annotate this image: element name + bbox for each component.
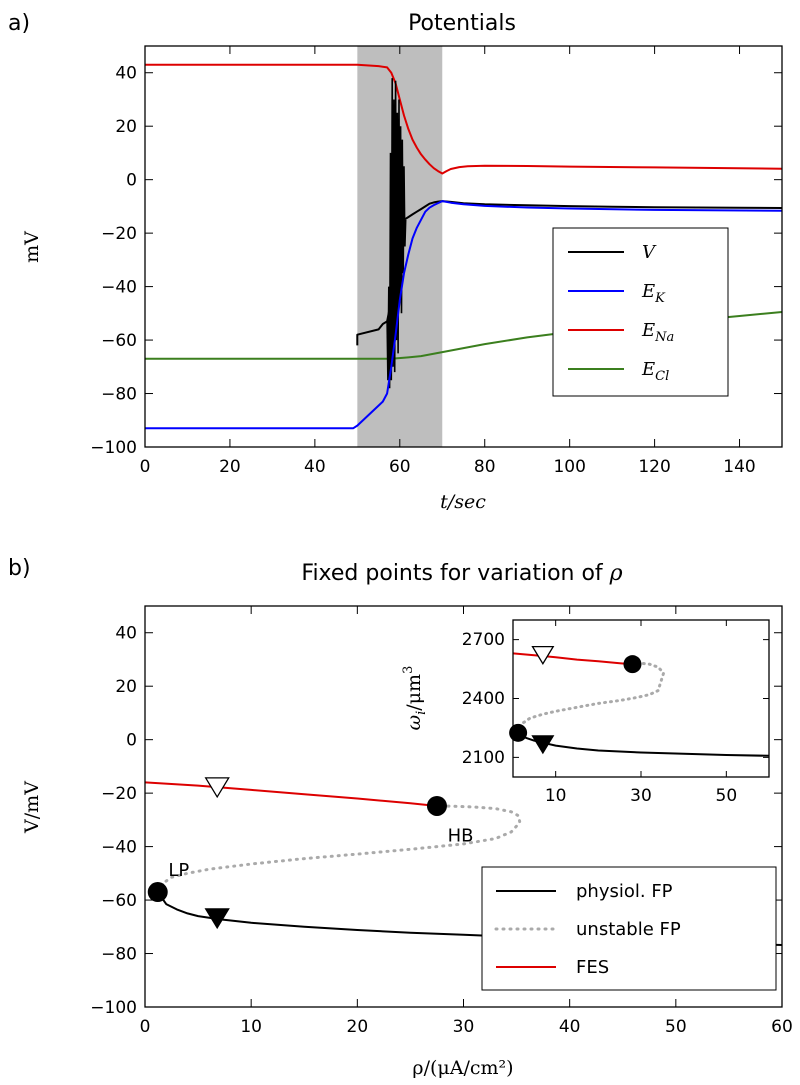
annotation-lp: LP — [168, 860, 189, 881]
panel-a-label: a) — [8, 11, 30, 36]
panel-b-xtick-label: 0 — [140, 1017, 151, 1037]
inset-background — [513, 620, 769, 777]
inset-circle-marker — [509, 723, 528, 742]
legend-fes-label: FES — [576, 957, 609, 978]
panel-b-annotations: LP HB — [168, 825, 473, 881]
legend-ecl-label: ECl — [641, 359, 669, 384]
panel-b-xtick-label: 10 — [240, 1017, 262, 1037]
inset-ticks: 10 30 50 2100 2400 2700 — [462, 620, 769, 806]
inset-plot: 10 30 50 2100 2400 2700 ωi/μm3 — [401, 619, 770, 806]
annotation-hb: HB — [448, 825, 474, 846]
panel-b-title-symbol: ρ — [609, 561, 623, 586]
inset-series — [513, 652, 769, 757]
panel-b-open-triangle-marker — [204, 777, 230, 799]
legend-physiol-fp-label: physiol. FP — [576, 881, 673, 902]
inset-ylabel-unit: /μm — [403, 674, 425, 711]
panel-a-xtick-label: 80 — [474, 457, 496, 477]
panel-b-xlabel: ρ/(μA/cm²) — [412, 1057, 513, 1079]
series-e-na-line — [145, 63, 782, 175]
panel-a-ytick-label: −80 — [101, 384, 137, 404]
inset-ytick-label: 2400 — [462, 689, 505, 709]
legend-ena-label: ENa — [641, 320, 674, 345]
panel-b-ytick-label: −80 — [101, 944, 137, 964]
panel-a-legend-box — [552, 227, 729, 397]
panel-a-xlabel: t/sec — [440, 491, 486, 513]
panel-b-ylabel: V/mV — [21, 781, 43, 834]
panel-b-filled-triangle-marker — [204, 908, 230, 930]
panel-b-circle-marker — [426, 795, 447, 816]
inset-open-triangle-marker — [531, 645, 555, 666]
panel-a-ytick-label: 20 — [115, 117, 137, 137]
inset-xtick-label: 10 — [545, 786, 567, 806]
panel-b-ytick-label: 0 — [126, 731, 137, 751]
panel-b-title: Fixed points for variation of ρ — [301, 561, 622, 586]
panel-b-xtick-label: 20 — [347, 1017, 369, 1037]
panel-b-title-text: Fixed points for variation of — [301, 561, 609, 586]
panel-b-label: b) — [8, 556, 31, 581]
panel-a-legend: V EK ENa ECl — [552, 227, 729, 397]
panel-b-ticks: 0 10 20 30 40 50 60 −100 −80 −60 −40 −20 0 20 40 — [90, 606, 793, 1037]
panel-b-ytick-label: −20 — [101, 784, 137, 804]
inset-xtick-label: 50 — [716, 786, 738, 806]
panel-b-series-unstable-fp-line — [156, 804, 522, 894]
panel-a-ytick-label: 40 — [115, 64, 137, 84]
series-v-spike-burst — [386, 78, 407, 389]
panel-b-xtick-label: 30 — [453, 1017, 475, 1037]
panel-b-xtick-label: 40 — [559, 1017, 581, 1037]
inset-ylabel-superscript: 3 — [401, 666, 416, 674]
panel-a-xtick-label: 100 — [553, 457, 585, 477]
legend-v-label: V — [642, 242, 657, 263]
inset-series-physiol-fp-line — [517, 731, 769, 757]
panel-a-xtick-label: 40 — [304, 457, 326, 477]
inset-ylabel-subscript: i — [414, 711, 429, 715]
panel-b-ytick-label: 20 — [115, 677, 137, 697]
inset-circle-marker — [623, 655, 642, 674]
inset-ytick-label: 2100 — [462, 748, 505, 768]
panel-a-title: Potentials — [408, 11, 516, 36]
inset-xtick-label: 30 — [630, 786, 652, 806]
panel-a-ticks: 0 20 40 60 80 100 120 140 −100 −80 −60 −40 −20 0 20 40 — [90, 46, 782, 477]
panel-b-ytick-label: −100 — [90, 998, 137, 1018]
inset-ylabel: ωi/μm3 — [401, 666, 429, 731]
panel-a-xtick-label: 0 — [140, 457, 151, 477]
panel-a-frame — [144, 45, 783, 448]
inset-series-fes-line — [513, 652, 633, 666]
panel-b-series-fes-line — [145, 781, 438, 807]
panel-b-ytick-label: −40 — [101, 838, 137, 858]
panel-a-ylabel: mV — [21, 231, 43, 263]
inset-filled-triangle-marker — [531, 735, 555, 755]
inset-ylabel-symbol: ω — [403, 715, 425, 731]
panel-b-circle-marker — [147, 882, 168, 903]
panel-a-xtick-label: 120 — [638, 457, 670, 477]
panel-a-ytick-label: 0 — [126, 171, 137, 191]
panel-b: b) Fixed points for variation of ρ LPHB … — [8, 556, 793, 1079]
panel-b-xtick-label: 60 — [771, 1017, 793, 1037]
panel-b-ytick-label: 40 — [115, 624, 137, 644]
panel-a-xtick-label: 20 — [219, 457, 241, 477]
series-e-k-line — [145, 200, 782, 430]
inset-series-unstable-fp-line — [516, 661, 666, 735]
panel-b-legend: physiol. FP unstable FP FES — [481, 866, 777, 991]
panel-b-ytick-label: −60 — [101, 891, 137, 911]
panel-a-ytick-label: −100 — [90, 438, 137, 458]
panel-a-ytick-label: −60 — [101, 331, 137, 351]
panel-b-markers — [147, 777, 447, 930]
panel-b-xtick-label: 50 — [665, 1017, 687, 1037]
panel-a-xtick-label: 140 — [723, 457, 755, 477]
panel-a-ytick-label: −40 — [101, 278, 137, 298]
legend-unstable-fp-label: unstable FP — [576, 919, 681, 940]
inset-ytick-label: 2700 — [462, 630, 505, 650]
panel-a-ytick-label: −20 — [101, 224, 137, 244]
panel-a: a) Potentials 0 20 40 60 80 100 120 140 −100 −80 −… — [8, 11, 783, 513]
panel-a-xtick-label: 60 — [389, 457, 411, 477]
legend-ek-label: EK — [641, 281, 666, 306]
